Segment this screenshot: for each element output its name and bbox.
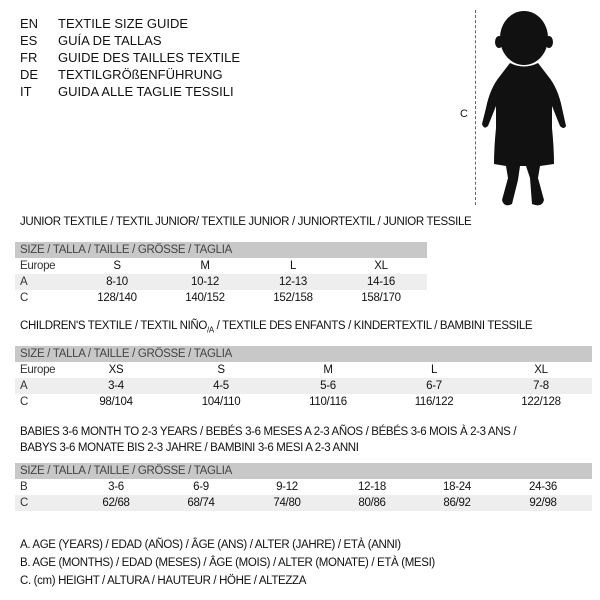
table-row: Europe XS S M L XL — [15, 362, 592, 378]
children-size-table: SIZE / TALLA / TAILLE / GRÖSSE / TAGLIA … — [15, 346, 592, 410]
legend-item-b: B. AGE (MONTHS) / EDAD (MESES) / ÂGE (MO… — [20, 557, 435, 569]
table-cell: 10-12 — [191, 276, 219, 288]
language-code: EN — [20, 16, 39, 31]
language-code: FR — [20, 50, 38, 65]
table-row: C 128/140 140/152 152/158 158/170 — [15, 290, 427, 306]
language-title: GUIDE DES TAILLES TEXTILE — [58, 50, 241, 65]
table-cell: XS — [108, 364, 124, 376]
table-row: A 3-4 4-5 5-6 6-7 7-8 — [15, 378, 592, 394]
table-cell: 68/74 — [187, 497, 215, 509]
language-code: IT — [20, 84, 32, 99]
row-label: C — [20, 396, 29, 408]
language-title: TEXTILGRÖßENFÜHRUNG — [58, 67, 223, 82]
row-label: C — [20, 497, 29, 509]
table-cell: 6-7 — [426, 380, 442, 392]
table-cell: M — [200, 260, 210, 272]
table-cell: 24-36 — [529, 481, 557, 493]
height-label: C — [460, 108, 468, 120]
children-section-title: CHILDREN'S TEXTILE / TEXTIL NIÑO/A / TEX… — [20, 320, 533, 335]
table-cell: 3-6 — [108, 481, 124, 493]
table-cell: 14-16 — [367, 276, 395, 288]
table-header: SIZE / TALLA / TAILLE / GRÖSSE / TAGLIA — [15, 463, 592, 479]
table-cell: 104/110 — [201, 396, 241, 408]
table-cell: XL — [534, 364, 548, 376]
height-measure-line — [475, 10, 476, 205]
table-cell: 12-13 — [279, 276, 307, 288]
table-cell: 98/104 — [99, 396, 133, 408]
table-cell: 128/140 — [97, 292, 137, 304]
table-row: Europe S M L XL — [15, 258, 427, 274]
table-cell: 18-24 — [443, 481, 471, 493]
table-cell: 6-9 — [193, 481, 209, 493]
row-label: Europe — [20, 260, 56, 272]
table-row: A 8-10 10-12 12-13 14-16 — [15, 274, 427, 290]
table-row: B 3-6 6-9 9-12 12-18 18-24 24-36 — [15, 479, 592, 495]
babies-section-title-line2: BABYS 3-6 MONATE BIS 2-3 JAHRE / BAMBINI… — [20, 442, 359, 454]
table-cell: 12-18 — [358, 481, 386, 493]
table-cell: 152/158 — [273, 292, 313, 304]
baby-silhouette-icon — [482, 11, 566, 206]
language-title: TEXTILE SIZE GUIDE — [58, 16, 189, 31]
language-title: GUIDA ALLE TAGLIE TESSILI — [58, 84, 234, 99]
junior-size-table: SIZE / TALLA / TAILLE / GRÖSSE / TAGLIA … — [15, 242, 427, 306]
table-cell: 4-5 — [213, 380, 229, 392]
table-cell: 5-6 — [320, 380, 336, 392]
table-cell: 8-10 — [106, 276, 128, 288]
table-cell: 7-8 — [533, 380, 549, 392]
table-cell: S — [113, 260, 121, 272]
language-row-de: DE TEXTILGRÖßENFÜHRUNG — [0, 66, 300, 83]
table-cell: 9-12 — [276, 481, 298, 493]
row-label: A — [20, 380, 28, 392]
table-header: SIZE / TALLA / TAILLE / GRÖSSE / TAGLIA — [15, 346, 592, 362]
language-code: ES — [20, 33, 38, 48]
table-cell: 86/92 — [443, 497, 471, 509]
babies-section-title-line1: BABIES 3-6 MONTH TO 2-3 YEARS / BEBÉS 3-… — [20, 426, 517, 438]
row-label: A — [20, 276, 28, 288]
table-cell: 62/68 — [102, 497, 130, 509]
language-row-fr: FR GUIDE DES TAILLES TEXTILE — [0, 49, 300, 66]
row-label: Europe — [20, 364, 56, 376]
row-label: B — [20, 481, 28, 493]
legend-item-c: C. (cm) HEIGHT / ALTURA / HAUTEUR / HÖHE… — [20, 575, 307, 587]
babies-size-table: SIZE / TALLA / TAILLE / GRÖSSE / TAGLIA … — [15, 463, 592, 511]
title-text: CHILDREN'S TEXTILE / TEXTIL NIÑO — [20, 320, 207, 332]
language-title: GUÍA DE TALLAS — [58, 33, 162, 48]
title-subscript: /A — [206, 325, 214, 335]
title-text: / TEXTILE DES ENFANTS / KINDERTEXTIL / B… — [213, 320, 533, 332]
table-cell: 140/152 — [185, 292, 225, 304]
table-cell: L — [289, 260, 297, 272]
language-row-it: IT GUIDA ALLE TAGLIE TESSILI — [0, 83, 300, 100]
table-cell: 116/122 — [414, 396, 454, 408]
table-cell: 110/116 — [309, 396, 347, 408]
table-cell: L — [430, 364, 438, 376]
junior-section-title: JUNIOR TEXTILE / TEXTIL JUNIOR/ TEXTILE … — [20, 216, 472, 228]
language-list: EN TEXTILE SIZE GUIDE ES GUÍA DE TALLAS FR… — [0, 15, 300, 105]
table-cell: S — [217, 364, 225, 376]
row-label: C — [20, 292, 29, 304]
legend-item-a: A. AGE (YEARS) / EDAD (AÑOS) / ÂGE (ANS)… — [20, 539, 401, 551]
language-code: DE — [20, 67, 39, 82]
table-cell: 158/170 — [361, 292, 401, 304]
table-cell: 74/80 — [273, 497, 301, 509]
table-cell: 92/98 — [529, 497, 557, 509]
table-cell: XL — [374, 260, 388, 272]
table-header: SIZE / TALLA / TAILLE / GRÖSSE / TAGLIA — [15, 242, 427, 258]
table-cell: 3-4 — [108, 380, 124, 392]
table-row: C 98/104 104/110 110/116 116/122 122/128 — [15, 394, 592, 410]
table-cell: 80/86 — [358, 497, 386, 509]
table-row: C 62/68 68/74 74/80 80/86 86/92 92/98 — [15, 495, 592, 511]
table-cell: M — [323, 364, 333, 376]
table-cell: 122/128 — [521, 396, 561, 408]
language-row-es: ES GUÍA DE TALLAS — [0, 32, 300, 49]
language-row-en: EN TEXTILE SIZE GUIDE — [0, 15, 300, 32]
